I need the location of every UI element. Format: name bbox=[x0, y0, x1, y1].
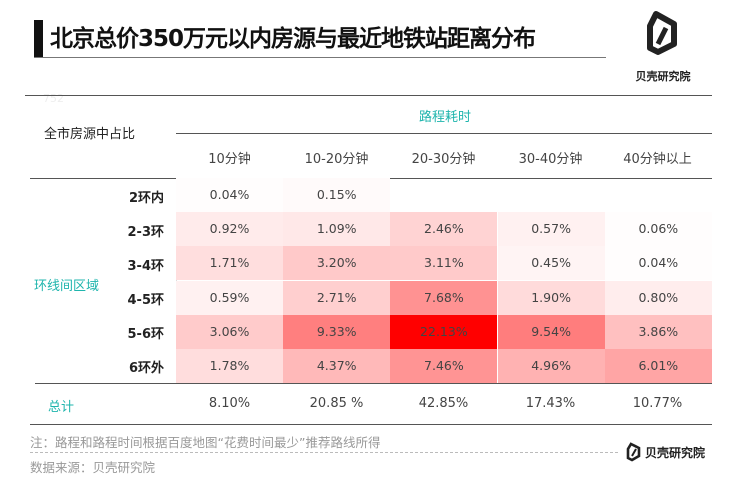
heatmap-cell: 2.71% bbox=[283, 280, 391, 315]
total-value: 20.85 % bbox=[309, 396, 364, 411]
heatmap-left-edge bbox=[176, 178, 177, 383]
x-axis-title: 路程耗时 bbox=[418, 110, 471, 125]
heatmap-cell: 0.92% bbox=[176, 212, 283, 247]
title-accent-bar bbox=[34, 20, 43, 57]
heatmap-cell: 9.33% bbox=[283, 314, 391, 349]
table-top-rule bbox=[25, 95, 712, 96]
body-bottom-rule bbox=[35, 383, 712, 384]
heatmap-cell: 0.57% bbox=[497, 212, 605, 247]
corner-label: 全市房源中占比 bbox=[44, 127, 136, 142]
total-value: 42.85% bbox=[418, 396, 469, 411]
heatmap-cell bbox=[390, 178, 497, 212]
heatmap-cell: 0.59% bbox=[176, 280, 283, 315]
heatmap-cell bbox=[498, 178, 605, 212]
heatmap-cell: 2.46% bbox=[390, 212, 498, 247]
page-title: 北京总价350万元以内房源与最近地铁站距离分布 bbox=[50, 26, 536, 52]
heatmap-cell: 4.37% bbox=[283, 349, 391, 383]
column-header: 30-40分钟 bbox=[518, 152, 583, 167]
data-source: 数据来源：贝壳研究院 bbox=[30, 460, 156, 475]
heatmap-cell: 0.45% bbox=[497, 246, 605, 281]
row-label: 3-4环 bbox=[127, 259, 165, 274]
row-label: 6环外 bbox=[128, 361, 164, 376]
brand-logo-icon bbox=[626, 442, 641, 462]
header-rule bbox=[176, 133, 712, 134]
faint-mark: 752 bbox=[43, 92, 64, 105]
total-value: 8.10% bbox=[208, 396, 251, 411]
heatmap-cell: 3.86% bbox=[604, 314, 712, 349]
column-header: 10-20分钟 bbox=[304, 152, 369, 167]
heatmap-cell: 3.06% bbox=[176, 314, 283, 349]
heatmap-cell: 4.96% bbox=[497, 349, 605, 383]
total-label: 总计 bbox=[48, 400, 75, 415]
heatmap-cell: 7.46% bbox=[390, 349, 498, 383]
row-label: 2-3环 bbox=[127, 225, 165, 240]
heatmap-cell: 1.09% bbox=[283, 212, 391, 247]
heatmap-cell: 9.54% bbox=[497, 314, 605, 349]
brand-logo-icon bbox=[647, 11, 677, 55]
footer-divider bbox=[30, 452, 618, 453]
heatmap-cell: 3.20% bbox=[283, 246, 391, 281]
heatmap-cell: 0.04% bbox=[604, 246, 712, 281]
column-header: 10分钟 bbox=[208, 152, 251, 167]
brand-name: 贝壳研究院 bbox=[635, 70, 691, 83]
total-value: 10.77% bbox=[632, 396, 683, 411]
column-header: 20-30分钟 bbox=[411, 152, 476, 167]
heatmap-cell: 0.80% bbox=[604, 280, 712, 315]
heatmap-cell: 1.71% bbox=[176, 246, 283, 281]
footer-brand-name: 贝壳研究院 bbox=[645, 445, 706, 460]
title-underline bbox=[34, 57, 606, 58]
heatmap-cell: 0.04% bbox=[176, 178, 283, 212]
heatmap-cell: 22.13% bbox=[390, 314, 498, 349]
heatmap-cell bbox=[605, 178, 712, 212]
heatmap-cell: 0.06% bbox=[604, 212, 712, 247]
totals-rule bbox=[30, 424, 712, 425]
heatmap-grid: 0.04% 0.15% 0.92% 1.09% 2.46% 0.57% 0.06% 1.71%… bbox=[176, 178, 712, 383]
heatmap-cell: 1.90% bbox=[497, 280, 605, 315]
heatmap-cell: 7.68% bbox=[390, 280, 498, 315]
heatmap-cell: 3.11% bbox=[390, 246, 498, 281]
row-label: 4-5环 bbox=[127, 293, 165, 308]
heatmap-cell: 6.01% bbox=[604, 349, 712, 383]
row-label: 2环内 bbox=[128, 191, 164, 206]
footer-brand: 贝壳研究院 bbox=[624, 442, 705, 462]
footnote: 注：路程和路程时间根据百度地图“花费时间最少”推荐路线所得 bbox=[30, 435, 381, 450]
brand-logo: 贝壳研究院 bbox=[628, 8, 698, 83]
y-axis-title: 环线间区域 bbox=[34, 279, 100, 294]
total-value: 17.43% bbox=[525, 396, 576, 411]
column-header: 40分钟以上 bbox=[623, 152, 692, 167]
heatmap-cell: 0.15% bbox=[283, 178, 391, 212]
row-label: 5-6环 bbox=[127, 327, 165, 342]
heatmap-cell: 1.78% bbox=[176, 349, 283, 383]
